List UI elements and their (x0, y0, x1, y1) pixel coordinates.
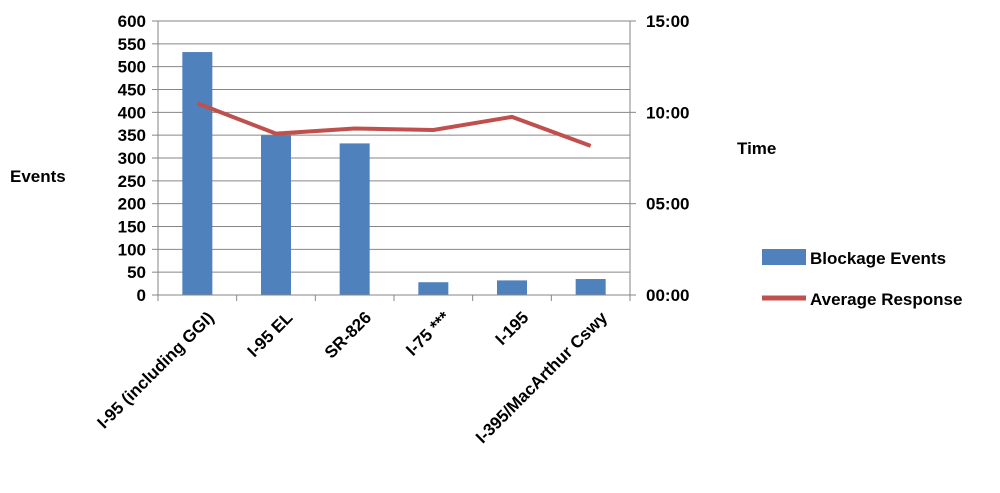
x-tick-label: I-95 (including GGI) (93, 308, 217, 432)
left-tick-label: 150 (118, 218, 146, 237)
line-series (196, 101, 592, 148)
legend-label-bar: Blockage Events (810, 249, 946, 268)
right-tick-label: 15:00 (646, 12, 689, 31)
bar (497, 280, 527, 295)
x-tick-label: I-395/MacArthur Cswy (472, 308, 611, 447)
left-tick-label: 500 (118, 58, 146, 77)
gridlines (158, 20, 630, 296)
bar (261, 135, 291, 295)
right-axis-ticks: 00:00 05:00 10:00 15:00 (646, 12, 689, 305)
left-tick-label: 300 (118, 149, 146, 168)
y-axis-label-left: Events (10, 167, 66, 186)
left-tick-label: 0 (137, 286, 146, 305)
bar (339, 143, 370, 295)
legend-label-line: Average Response (810, 290, 962, 309)
left-tick-label: 250 (118, 172, 146, 191)
left-tick-label: 450 (118, 81, 146, 100)
x-axis-ticks: I-95 (including GGI) I-95 EL SR-826 I-75 **… (93, 308, 611, 447)
left-tick-label: 100 (118, 240, 146, 259)
left-tick-label: 600 (118, 12, 146, 31)
right-tick-label: 00:00 (646, 286, 689, 305)
y-axis-label-right: Time (737, 139, 776, 158)
bars (182, 52, 606, 296)
legend-swatch-bar (762, 249, 806, 265)
x-tick-label: I-95 EL (244, 308, 297, 361)
legend: Blockage Events Average Response (762, 249, 962, 309)
bar (418, 282, 449, 295)
right-tick-label: 05:00 (646, 195, 689, 214)
x-tick-label: I-195 (492, 308, 533, 349)
right-tick-label: 10:00 (646, 103, 689, 122)
left-tick-label: 200 (118, 195, 146, 214)
bar (182, 52, 213, 296)
left-axis-ticks: 0 50 100 150 200 250 300 350 400 450 500 550 600 (118, 12, 146, 305)
left-tick-label: 350 (118, 126, 146, 145)
axes (152, 20, 636, 301)
average-response-line (196, 101, 592, 148)
left-tick-label: 50 (127, 263, 146, 282)
left-tick-label: 400 (118, 103, 146, 122)
left-tick-label: 550 (118, 35, 146, 54)
x-tick-label: I-75 *** (402, 308, 454, 360)
x-tick-label: SR-826 (321, 308, 375, 362)
bar (575, 279, 606, 295)
